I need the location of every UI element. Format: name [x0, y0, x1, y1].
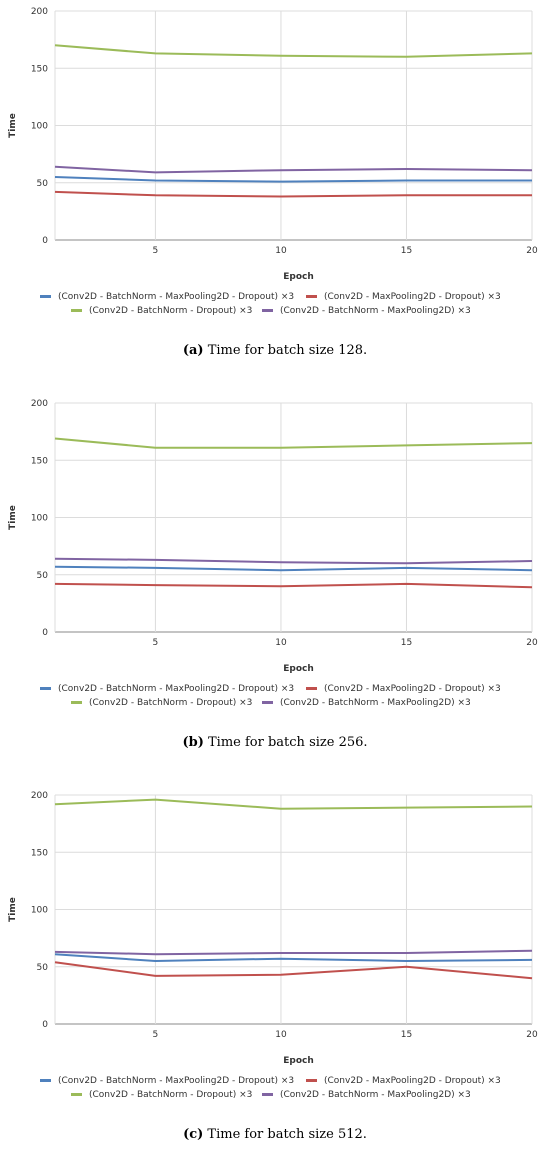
caption-label-c: (c) — [183, 1127, 204, 1142]
chart-panel-a: 0 50 100 150 200 5 10 15 20 Epoch Time (Conv2D - Ba… — [0, 0, 550, 330]
y-tick-label: 200 — [31, 399, 48, 409]
y-tick-label: 150 — [31, 848, 48, 858]
series-line-4 — [54, 949, 533, 956]
legend-label-4: (Conv2D - BatchNorm - MaxPooling2D) ×3 — [280, 306, 471, 316]
x-tick-label: 20 — [526, 638, 538, 648]
series-line-2 — [54, 190, 532, 198]
x-tick-label: 15 — [401, 246, 412, 256]
legend-swatch-2 — [306, 1079, 317, 1082]
legend-swatch-2 — [306, 295, 317, 298]
legend-label-4: (Conv2D - BatchNorm - MaxPooling2D) ×3 — [280, 1090, 471, 1100]
legend-swatch-3 — [71, 1093, 82, 1096]
legend-swatch-4 — [262, 701, 273, 704]
y-tick-label: 0 — [42, 1020, 48, 1030]
x-tick-label: 10 — [275, 638, 287, 648]
y-tick-label: 50 — [37, 963, 49, 973]
y-tick-label: 0 — [42, 628, 48, 638]
x-tick-label: 5 — [153, 1030, 159, 1040]
series-line-1 — [54, 176, 532, 183]
series-line-4 — [54, 557, 533, 565]
legend-swatch-1 — [40, 687, 51, 690]
chart-svg-b: 0 50 100 150 200 5 10 15 20 Epoch Time (Conv2D - Ba… — [8, 399, 538, 708]
series-line-4 — [54, 165, 533, 174]
series-line-1 — [54, 953, 533, 962]
legend-label-3: (Conv2D - BatchNorm - Dropout) ×3 — [89, 1090, 252, 1100]
y-tick-label: 50 — [37, 179, 49, 189]
legend-swatch-2 — [306, 687, 317, 690]
legend-swatch-3 — [71, 701, 82, 704]
legend-label-2: (Conv2D - MaxPooling2D - Dropout) ×3 — [324, 1076, 501, 1086]
y-tick-label: 100 — [31, 906, 48, 916]
series-line-2 — [54, 582, 533, 589]
series-line-3 — [54, 798, 533, 810]
caption-text-c: Time for batch size 512. — [207, 1127, 367, 1142]
series-line-2 — [54, 961, 533, 980]
y-tick-label: 50 — [37, 571, 49, 581]
y-tick-label: 100 — [31, 122, 48, 132]
chart-svg-c: 0 50 100 150 200 5 10 15 20 Epoch Time (Conv2D - Ba… — [8, 791, 538, 1100]
x-tick-label: 5 — [153, 638, 159, 648]
legend-label-3: (Conv2D - BatchNorm - Dropout) ×3 — [89, 698, 252, 708]
legend-swatch-3 — [71, 309, 82, 312]
x-tick-label: 20 — [526, 1030, 538, 1040]
x-axis-label: Epoch — [283, 272, 314, 282]
y-tick-label: 150 — [31, 64, 48, 74]
x-tick-label: 20 — [526, 246, 538, 256]
series-line-1 — [54, 565, 533, 572]
x-tick-label: 10 — [275, 1030, 287, 1040]
caption-c: (c) Time for batch size 512. — [0, 1127, 550, 1142]
x-tick-label: 15 — [401, 1030, 412, 1040]
legend-label-1: (Conv2D - BatchNorm - MaxPooling2D - Dro… — [58, 292, 294, 302]
legend-label-3: (Conv2D - BatchNorm - Dropout) ×3 — [89, 306, 252, 316]
y-tick-label: 150 — [31, 456, 48, 466]
x-axis-label: Epoch — [283, 664, 314, 674]
series-line-3 — [54, 44, 533, 58]
caption-label-a: (a) — [182, 343, 204, 358]
legend-label-1: (Conv2D - BatchNorm - MaxPooling2D - Dro… — [58, 1076, 294, 1086]
legend-swatch-4 — [262, 309, 273, 312]
caption-label-b: (b) — [182, 735, 204, 750]
y-tick-label: 200 — [31, 791, 48, 801]
caption-a: (a) Time for batch size 128. — [0, 343, 550, 358]
caption-b: (b) Time for batch size 256. — [0, 735, 550, 750]
y-tick-label: 100 — [31, 514, 48, 524]
chart-panel-c: 0 50 100 150 200 5 10 15 20 Epoch Time (Conv2D - Ba… — [0, 784, 550, 1114]
legend-label-2: (Conv2D - MaxPooling2D - Dropout) ×3 — [324, 292, 501, 302]
x-tick-label: 5 — [153, 246, 159, 256]
series-line-3 — [54, 437, 533, 449]
x-axis-label: Epoch — [283, 1056, 314, 1066]
y-axis-label: Time — [8, 897, 18, 922]
legend-label-4: (Conv2D - BatchNorm - MaxPooling2D) ×3 — [280, 698, 471, 708]
y-tick-label: 200 — [31, 7, 48, 17]
caption-text-a: Time for batch size 128. — [207, 343, 368, 358]
chart-panel-b: 0 50 100 150 200 5 10 15 20 Epoch Time (Conv2D - Ba… — [0, 392, 550, 722]
legend-swatch-1 — [40, 1079, 51, 1082]
y-axis-label: Time — [8, 505, 18, 530]
legend-label-1: (Conv2D - BatchNorm - MaxPooling2D - Dro… — [58, 684, 294, 694]
x-tick-label: 10 — [275, 246, 287, 256]
y-tick-label: 0 — [42, 236, 48, 246]
legend-swatch-4 — [262, 1093, 273, 1096]
y-axis-label: Time — [8, 113, 18, 138]
chart-svg-a: 0 50 100 150 200 5 10 15 20 Epoch Time (Conv2D - Ba… — [8, 7, 538, 316]
legend-swatch-1 — [40, 295, 51, 298]
caption-text-b: Time for batch size 256. — [208, 735, 368, 750]
x-tick-label: 15 — [401, 638, 412, 648]
legend-label-2: (Conv2D - MaxPooling2D - Dropout) ×3 — [324, 684, 501, 694]
